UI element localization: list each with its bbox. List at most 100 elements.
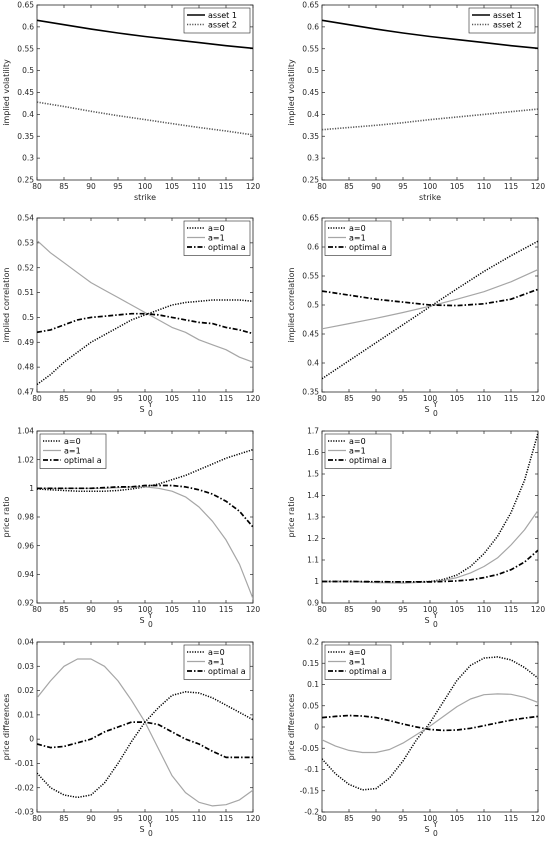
y-tick-label: 0.54 [17,214,34,223]
y-tick-label: -0.03 [15,808,35,817]
y-tick-label: 0 [29,735,34,744]
x-tick-label: 90 [371,605,381,614]
series-line-asset-2 [322,108,538,131]
x-tick-label: 115 [219,814,234,823]
x-tick-label: 95 [113,182,123,191]
chart-p3: 80 85 90 95 100 105 110 115 120 0.47 0.48 0.49 0.5 0.… [2,214,260,418]
y-tick-label: 1 [314,577,319,586]
x-tick-label: 105 [450,182,465,191]
y-tick-label: 0.65 [17,1,34,10]
y-tick-label: 0.6 [307,243,319,252]
x-tick-label: 80 [317,814,327,823]
x-tick-label: 110 [192,605,207,614]
legend-entry: a=1 [349,233,366,242]
x-axis-label-superscript: Y [147,820,153,829]
x-tick-label: 120 [531,182,546,191]
x-tick-label: 95 [398,814,408,823]
y-tick-label: 0.94 [17,570,34,579]
legend-box [324,220,392,256]
y-tick-label: 1 [29,484,34,493]
legend-entry: a=0 [349,224,366,233]
x-axis-label-subscript: 0 [433,829,438,838]
y-tick-label: 0.65 [302,214,319,223]
x-tick-label: 110 [477,605,492,614]
x-tick-label: 85 [59,814,69,823]
y-axis-label: implied correlation [2,267,11,342]
legend-entry: optimal a [64,456,102,465]
legend-entry: optimal a [208,243,246,252]
x-axis-label: S [139,616,144,625]
series-line-a-0 [322,432,538,583]
legend-entry: a=0 [349,648,366,657]
y-tick-label: 1.7 [307,427,319,436]
x-tick-label: 120 [531,394,546,403]
y-tick-label: 1.04 [17,427,34,436]
legend-entry: asset 2 [208,20,237,29]
x-tick-label: 95 [398,394,408,403]
series-line-optimal-a [322,714,538,732]
series-line-asset-2 [37,101,253,136]
y-tick-label: 0.4 [307,359,319,368]
x-tick-label: 120 [246,605,261,614]
y-tick-label: 0.35 [17,132,34,141]
x-tick-label: 100 [423,182,438,191]
y-tick-label: 1.02 [17,455,34,464]
y-tick-label: 0 [314,723,319,732]
legend-entry: a=1 [349,446,366,455]
legend-entry: a=0 [208,224,225,233]
x-tick-label: 115 [504,605,519,614]
x-tick-label: 120 [246,814,261,823]
x-tick-label: 90 [371,814,381,823]
series-line-a-1 [37,239,253,363]
x-axis-label-superscript: Y [432,400,438,409]
x-axis-label: S [424,616,429,625]
series-line-a-1 [322,693,538,754]
x-tick-label: 85 [59,605,69,614]
y-tick-label: -0.02 [15,783,35,792]
series-line-optimal-a [37,721,253,759]
chart-p6: 80 85 90 95 100 105 110 115 120 0.9 1 1.1 1.2 1.3 1.4 1… [287,427,545,629]
y-tick-label: 0.45 [17,88,34,97]
y-tick-label: 0.55 [302,44,319,53]
x-tick-label: 85 [59,182,69,191]
y-tick-label: -0.01 [15,759,35,768]
x-axis-label-subscript: 0 [433,409,438,418]
x-tick-label: 95 [398,182,408,191]
series-line-optimal-a [322,288,538,307]
x-tick-label: 90 [371,394,381,403]
y-tick-label: 0.5 [307,66,319,75]
legend-entry: a=0 [349,437,366,446]
x-tick-label: 120 [246,394,261,403]
chart-p1: 80 85 90 95 100 105 110 115 120 0.25 0.3 0.35 0.4 0.4… [2,1,260,202]
y-tick-label: 0.35 [302,132,319,141]
y-tick-label: 0.6 [22,22,34,31]
series-line-a-1 [322,510,538,584]
x-tick-label: 105 [450,814,465,823]
x-tick-label: 115 [504,394,519,403]
y-tick-label: 0.5 [22,313,34,322]
y-tick-label: 0.65 [302,1,319,10]
legend-entry: asset 1 [208,11,237,20]
y-tick-label: 0.02 [17,686,34,695]
x-axis-label-superscript: Y [147,611,153,620]
series-line-a-1 [37,486,253,599]
legend-box [324,644,392,680]
x-tick-label: 100 [138,182,153,191]
series-line-optimal-a [322,549,538,583]
legend-box [183,220,251,256]
series-line-optimal-a [37,484,253,528]
x-tick-label: 110 [192,182,207,191]
y-axis-label: price ratio [2,496,11,537]
x-tick-label: 115 [504,814,519,823]
x-tick-label: 90 [371,182,381,191]
x-tick-label: 115 [219,182,234,191]
legend-entry: optimal a [349,667,387,676]
y-axis-label: implied correlation [287,267,296,342]
legend-entry: optimal a [208,667,246,676]
